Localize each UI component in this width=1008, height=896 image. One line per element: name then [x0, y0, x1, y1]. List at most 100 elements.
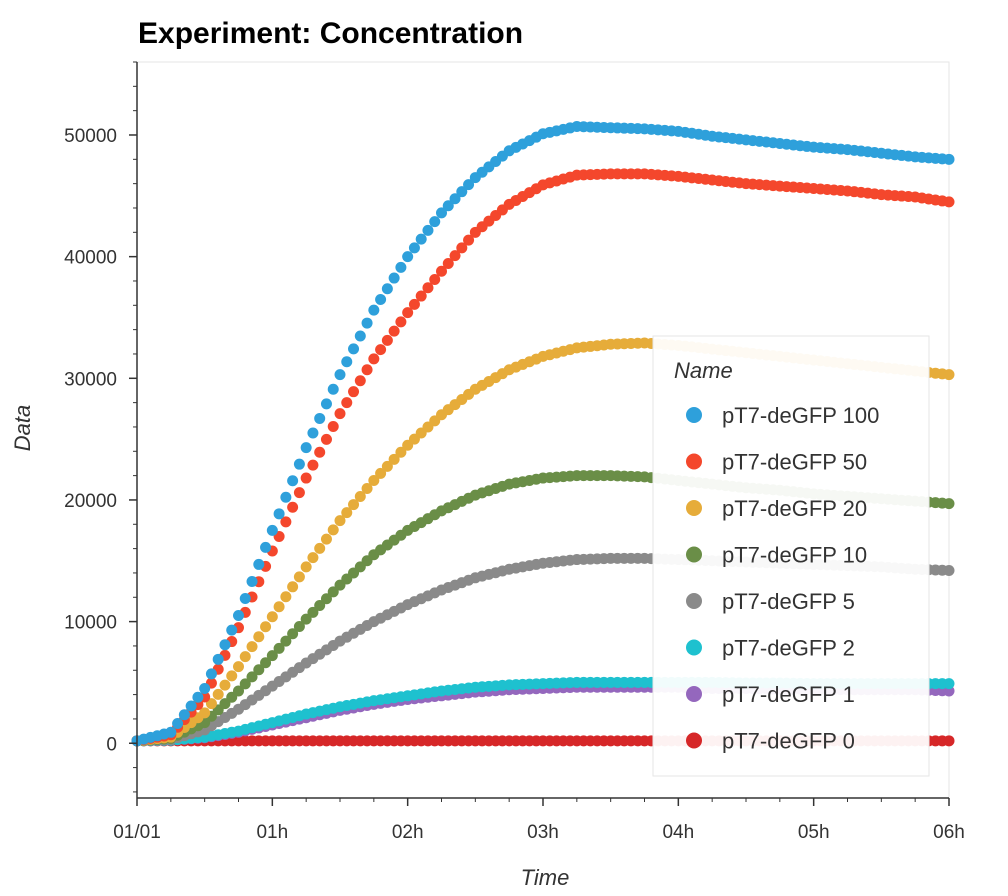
data-point	[266, 650, 278, 662]
data-point	[388, 453, 400, 465]
legend-label: pT7-deGFP 5	[722, 589, 855, 614]
data-point	[307, 552, 319, 564]
x-tick-label: 06h	[933, 822, 965, 843]
data-point	[300, 442, 312, 454]
data-point	[368, 304, 380, 316]
data-point	[226, 670, 238, 682]
data-point	[381, 460, 393, 472]
x-tick-label: 04h	[662, 822, 694, 843]
data-point	[388, 272, 400, 284]
data-point	[463, 179, 475, 191]
legend-swatch	[686, 593, 702, 609]
data-point	[239, 678, 251, 690]
data-point	[361, 317, 373, 329]
data-point	[219, 679, 231, 691]
data-point	[348, 386, 360, 398]
data-point	[334, 515, 346, 527]
data-point	[307, 606, 319, 618]
data-point	[381, 334, 393, 346]
y-axis-label: Data	[10, 405, 35, 451]
data-point	[205, 698, 217, 710]
data-point	[266, 611, 278, 623]
data-point	[320, 533, 332, 545]
data-point	[287, 581, 299, 593]
data-point	[334, 369, 346, 381]
data-point	[341, 397, 353, 409]
data-point	[368, 474, 380, 486]
y-tick-label: 20000	[64, 491, 117, 512]
data-point	[402, 251, 414, 263]
data-point	[361, 483, 373, 495]
data-point	[415, 290, 427, 302]
y-tick-label: 50000	[64, 126, 117, 147]
data-point	[287, 475, 299, 487]
data-point	[246, 641, 258, 653]
data-point	[361, 364, 373, 376]
data-point	[422, 224, 434, 236]
data-point	[280, 635, 292, 647]
data-point	[314, 446, 326, 458]
legend-swatch	[686, 546, 702, 563]
data-point	[253, 558, 265, 570]
data-point	[943, 735, 955, 747]
data-point	[320, 398, 332, 410]
data-point	[320, 433, 332, 445]
data-point	[307, 427, 319, 439]
data-point	[354, 330, 366, 342]
legend-label: pT7-deGFP 50	[722, 450, 867, 475]
data-point	[273, 642, 285, 654]
legend-label: pT7-deGFP 1	[722, 682, 855, 707]
data-point	[212, 688, 224, 700]
data-point	[436, 265, 447, 277]
y-tick-label: 40000	[64, 248, 117, 269]
data-point	[212, 653, 224, 665]
data-point	[253, 664, 265, 676]
data-point	[341, 507, 353, 519]
y-ticks: 0 10000 20000 30000 40000 50000	[64, 61, 137, 793]
data-point	[354, 375, 366, 387]
data-point	[320, 593, 332, 605]
x-tick-label: 01h	[256, 822, 288, 843]
legend-label: pT7-deGFP 0	[722, 729, 855, 754]
data-point	[260, 657, 272, 669]
data-point	[429, 216, 441, 228]
data-point	[943, 153, 955, 165]
data-point	[287, 628, 299, 640]
legend-swatch	[686, 686, 702, 702]
data-point	[375, 293, 387, 305]
data-point	[253, 631, 265, 643]
data-point	[415, 233, 427, 245]
x-ticks: 01/01 01h 02h 03h 04h 05h 06h	[113, 798, 965, 843]
data-point	[239, 651, 251, 663]
x-tick-label: 05h	[798, 822, 830, 843]
data-point	[395, 316, 407, 328]
data-point	[943, 678, 955, 690]
data-point	[260, 541, 272, 553]
data-point	[348, 499, 360, 511]
data-point	[246, 575, 258, 587]
data-point	[314, 412, 326, 424]
data-point	[375, 467, 387, 479]
data-point	[422, 282, 434, 294]
data-point	[233, 610, 244, 622]
data-point	[293, 487, 305, 499]
data-point	[300, 613, 312, 625]
data-point	[239, 592, 251, 604]
data-point	[280, 516, 292, 528]
data-point	[388, 325, 400, 337]
x-axis-label: Time	[521, 865, 570, 890]
data-point	[165, 726, 177, 738]
data-point	[327, 420, 339, 432]
data-point	[266, 524, 278, 536]
data-point	[199, 683, 211, 695]
data-point	[233, 685, 244, 697]
data-point	[199, 707, 211, 719]
data-point	[293, 571, 305, 583]
legend-title: Name	[674, 358, 733, 383]
y-tick-label: 30000	[64, 369, 117, 390]
data-point	[402, 307, 414, 319]
data-point	[943, 565, 955, 577]
data-point	[943, 196, 955, 208]
data-point	[943, 498, 955, 510]
